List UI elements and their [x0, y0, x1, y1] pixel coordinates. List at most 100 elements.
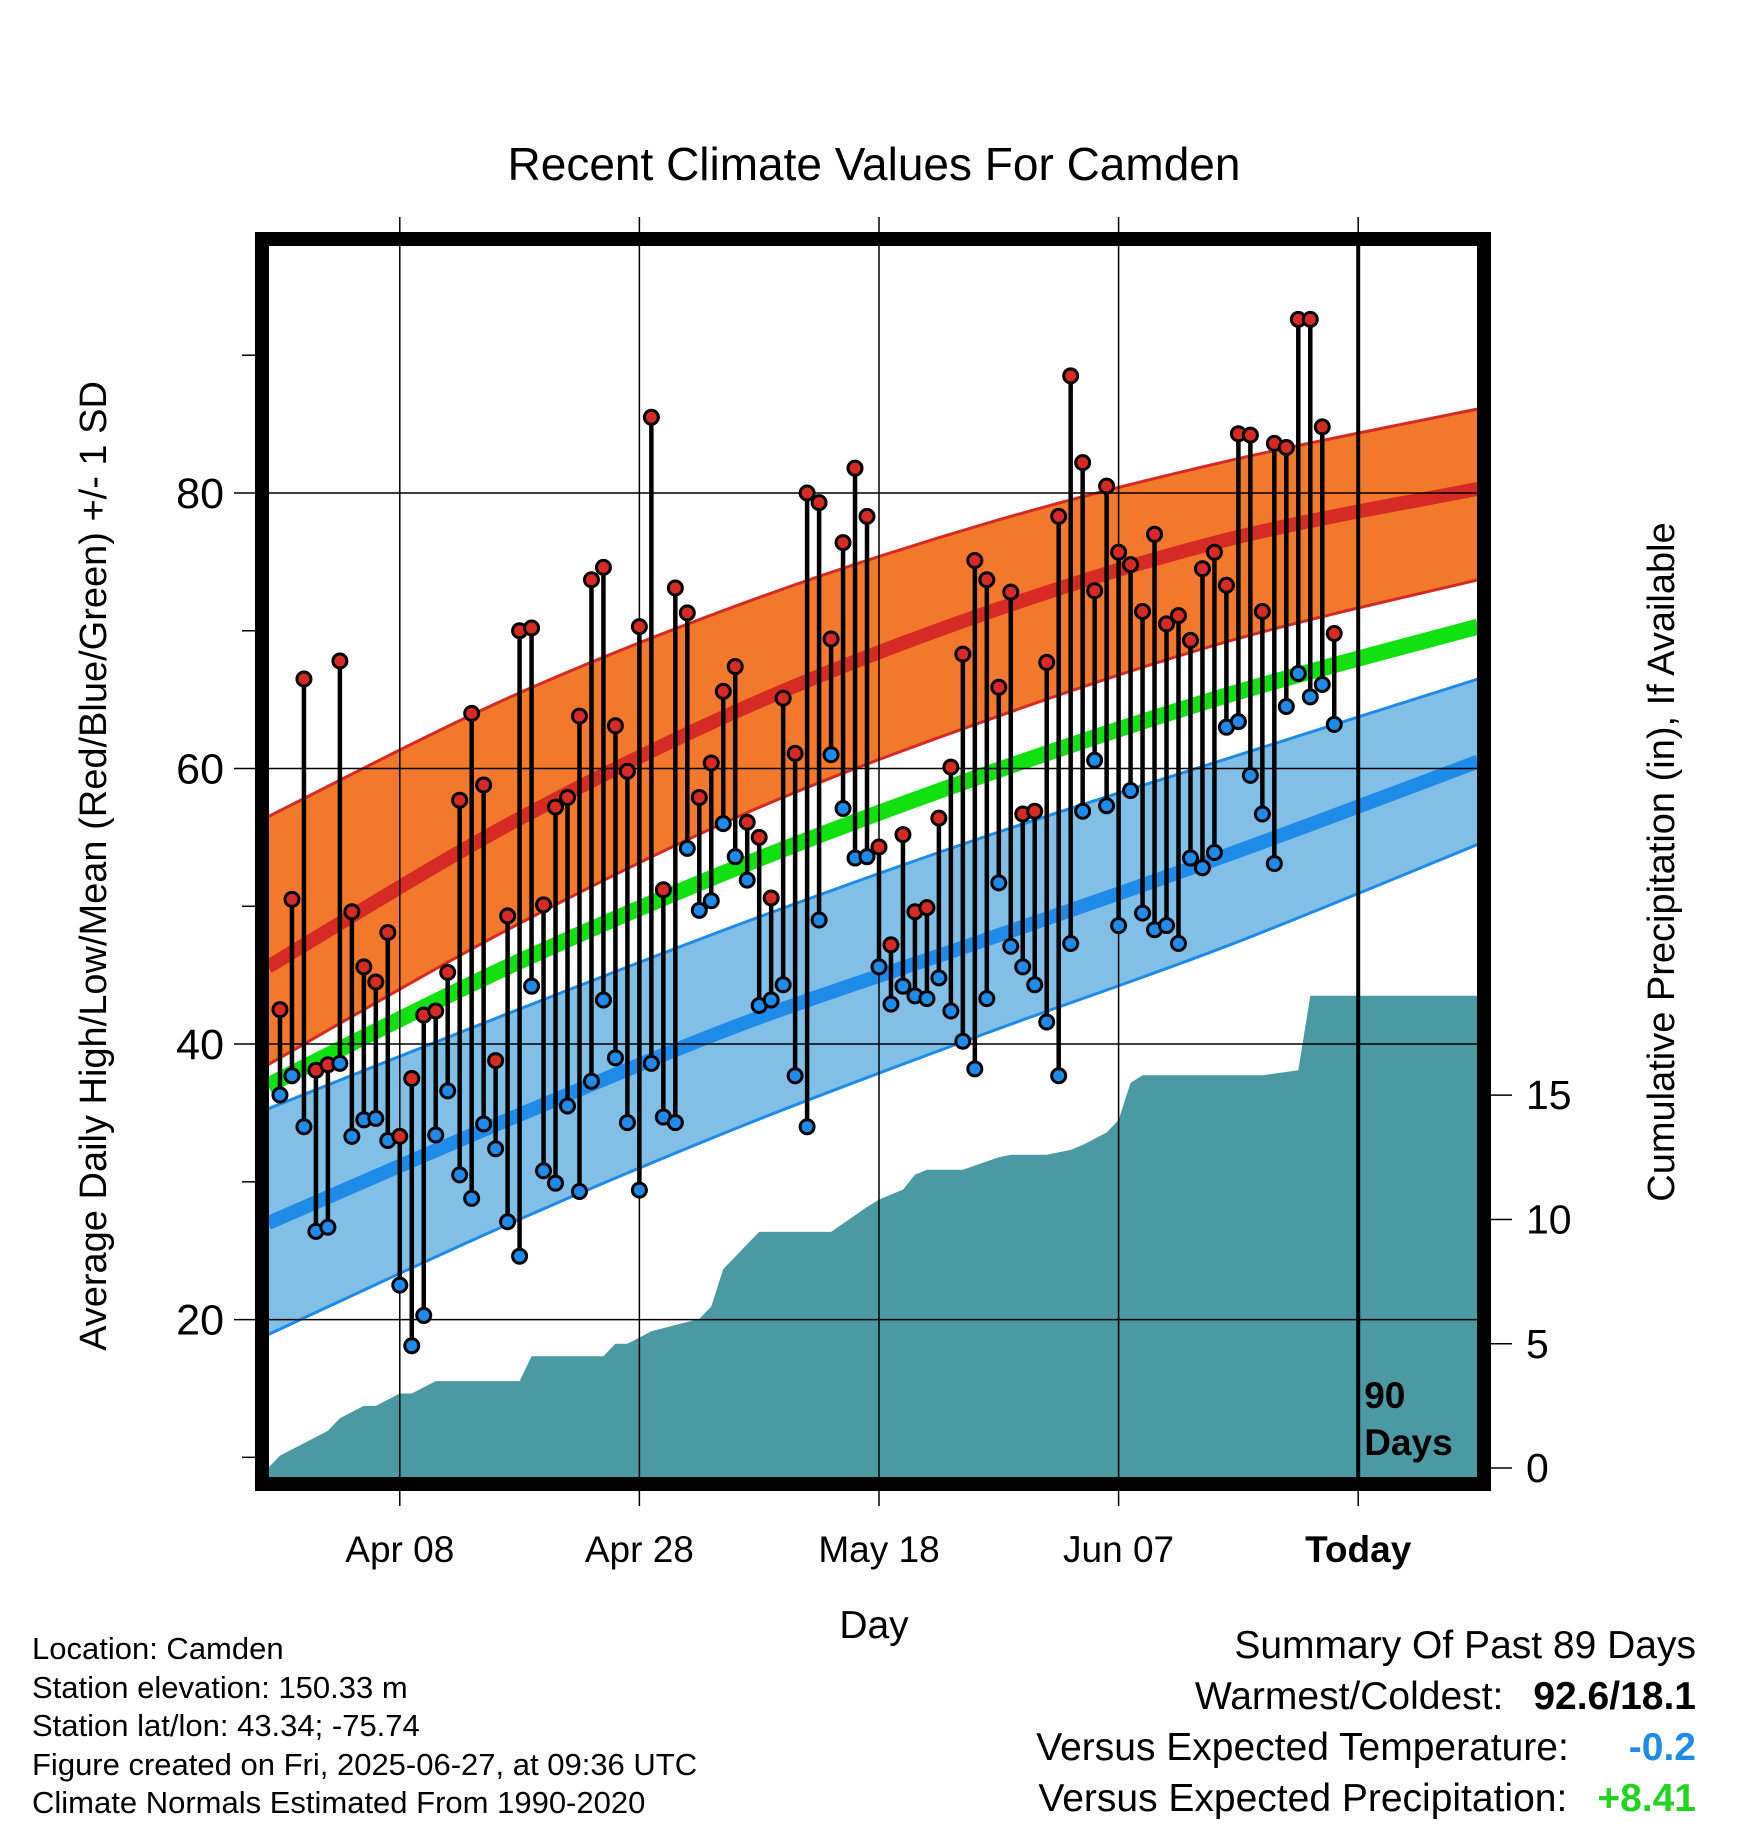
daily-low-point [1050, 1067, 1068, 1085]
daily-high-point [523, 619, 541, 637]
daily-low-point [547, 1174, 565, 1192]
daily-low-point [726, 848, 744, 866]
summary-panel: Summary Of Past 89 Days Warmest/Coldest:… [1036, 1620, 1696, 1824]
daily-low-point [630, 1181, 648, 1199]
x-tick-label: Apr 28 [585, 1529, 694, 1570]
daily-low-point [1134, 904, 1152, 922]
info-created: Figure created on Fri, 2025-06-27, at 09… [32, 1746, 698, 1782]
precipitation-area-layer [268, 995, 1478, 1478]
daily-high-point [283, 890, 301, 908]
warmest-coldest-label: Warmest/Coldest: [1194, 1675, 1504, 1718]
daily-high-point [642, 408, 660, 426]
daily-low-point [403, 1337, 421, 1355]
daily-high-point [630, 618, 648, 636]
precipitation-label: Versus Expected Precipitation: [1038, 1777, 1568, 1820]
y2-tick-label: 15 [1526, 1072, 1572, 1118]
daily-high-point [738, 813, 756, 831]
daily-high-point [1146, 525, 1164, 543]
daily-low-point [606, 1049, 624, 1067]
daily-low-point [990, 874, 1008, 892]
y2-tick-label: 0 [1526, 1445, 1549, 1491]
daily-low-point [1289, 664, 1307, 682]
warmest-coldest-value: 92.6/18.1 [1533, 1675, 1696, 1718]
y2-tick-label: 5 [1526, 1321, 1549, 1367]
daily-high-point [535, 896, 553, 914]
daily-high-point [702, 754, 720, 772]
precipitation-value: +8.41 [1597, 1777, 1696, 1820]
daily-low-point [930, 969, 948, 987]
daily-low-point [834, 799, 852, 817]
daily-low-point [786, 1067, 804, 1085]
daily-high-point [1122, 556, 1140, 574]
daily-high-point [726, 658, 744, 676]
daily-low-point [738, 871, 756, 889]
daily-high-point [762, 889, 780, 907]
daily-high-point [1158, 615, 1176, 633]
axis-ticks: Apr 08 Apr 28 May 18 Jun 07 Today 20 40 60 80 0 5 1… [176, 217, 1572, 1570]
daily-high-point [1086, 582, 1104, 600]
y-tick-label: 20 [176, 1297, 224, 1345]
today-window-label-line: 90 [1364, 1375, 1405, 1416]
y2-axis-label: Cumulative Precipitation (in), If Availa… [1641, 522, 1683, 1201]
daily-low-point [774, 976, 792, 994]
daily-low-point [966, 1060, 984, 1078]
daily-low-point [1014, 958, 1032, 976]
daily-high-point [618, 762, 636, 780]
daily-high-point [654, 881, 672, 899]
daily-high-point [822, 630, 840, 648]
x-tick-label: Apr 08 [345, 1529, 454, 1570]
daily-high-point [1301, 310, 1319, 328]
daily-low-point [271, 1086, 289, 1104]
daily-high-point [1050, 507, 1068, 525]
daily-low-point [978, 990, 996, 1008]
summary-heading: Summary Of Past 89 Days [1234, 1624, 1696, 1667]
high-normal-band [268, 408, 1478, 1065]
daily-low-point [1181, 849, 1199, 867]
daily-high-point [798, 484, 816, 502]
y-tick-label: 80 [176, 470, 224, 518]
daily-low-point [666, 1114, 684, 1132]
daily-high-point [870, 838, 888, 856]
daily-low-point [1313, 675, 1331, 693]
daily-high-point [774, 689, 792, 707]
daily-low-point [331, 1054, 349, 1072]
daily-low-point [594, 991, 612, 1009]
daily-low-point [391, 1276, 409, 1294]
daily-low-point [678, 839, 696, 857]
daily-low-point [475, 1115, 493, 1133]
daily-low-point [1241, 766, 1259, 784]
daily-low-point [415, 1306, 433, 1324]
daily-high-point [990, 678, 1008, 696]
daily-high-point [690, 788, 708, 806]
daily-low-point [1277, 698, 1295, 716]
daily-high-point [343, 903, 361, 921]
daily-low-point [1253, 805, 1271, 823]
station-info: Location: Camden Station elevation: 150.… [32, 1630, 697, 1823]
daily-high-point [1217, 576, 1235, 594]
daily-high-point [439, 963, 457, 981]
y-tick-label: 40 [176, 1021, 224, 1069]
low-lower-edge [267, 842, 1479, 1337]
plot-border [255, 232, 1491, 1491]
daily-low-point [1122, 782, 1140, 800]
daily-low-point [858, 848, 876, 866]
daily-high-point [403, 1069, 421, 1087]
daily-low-point [463, 1189, 481, 1207]
summary-precipitation: Versus Expected Precipitation: +8.41 [1036, 1773, 1696, 1824]
daily-low-point [942, 1002, 960, 1020]
summary-temperature: Versus Expected Temperature: -0.2 [1036, 1722, 1696, 1773]
daily-high-point [499, 907, 517, 925]
daily-high-point [1110, 543, 1128, 561]
daily-high-point [367, 973, 385, 991]
daily-high-point [810, 494, 828, 512]
chart-title: Recent Climate Values For Camden [508, 138, 1241, 190]
daily-low-point [762, 991, 780, 1009]
daily-low-point [343, 1127, 361, 1145]
daily-high-point [1074, 454, 1092, 472]
daily-low-point [1026, 976, 1044, 994]
daily-high-point [1169, 607, 1187, 625]
daily-high-point [1241, 426, 1259, 444]
daily-high-point [1026, 802, 1044, 820]
daily-low-point [798, 1118, 816, 1136]
daily-low-point [618, 1114, 636, 1132]
